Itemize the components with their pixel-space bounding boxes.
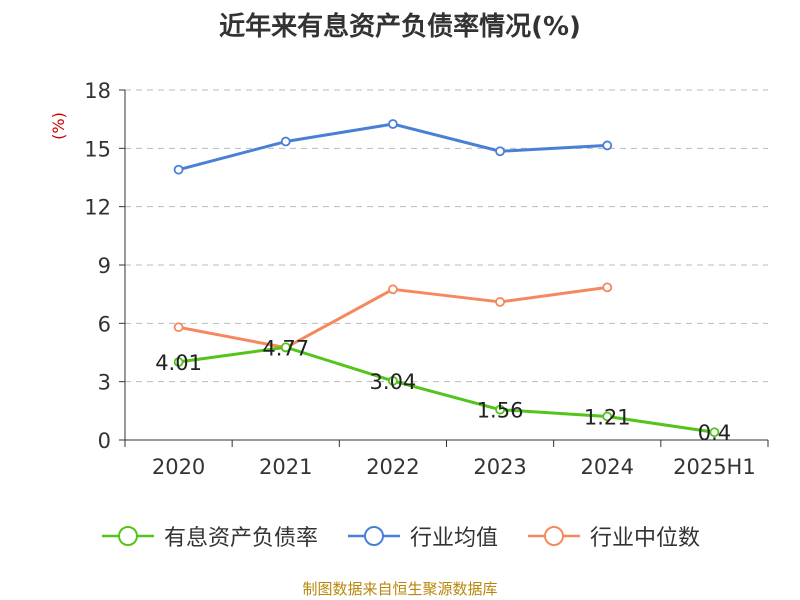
data-label: 1.56 xyxy=(477,399,524,423)
legend-marker-orange-icon xyxy=(528,526,580,546)
y-tick-label: 6 xyxy=(98,312,111,336)
series-layer xyxy=(173,119,720,438)
y-tick-label: 12 xyxy=(84,196,111,220)
data-point xyxy=(495,297,505,307)
data-point xyxy=(602,282,613,293)
data-label: 4.77 xyxy=(262,336,309,360)
chart-title: 近年来有息资产负债率情况(%) xyxy=(219,12,581,42)
x-tick-label: 2023 xyxy=(473,455,526,479)
y-tick-label: 18 xyxy=(84,79,111,103)
x-tick-label: 2022 xyxy=(366,455,419,479)
y-axis-label: (%) xyxy=(49,112,68,140)
legend-marker-green-icon xyxy=(101,526,154,546)
data-point xyxy=(280,136,291,147)
series-line xyxy=(178,345,715,434)
legend-label: 有息资产负债率 xyxy=(163,526,318,551)
data-point xyxy=(602,140,613,151)
data-label: 4.01 xyxy=(155,351,202,375)
data-point xyxy=(388,284,398,295)
legend-marker-blue-icon xyxy=(347,526,400,546)
grid-layer xyxy=(125,89,768,383)
x-tick-label: 2025H1 xyxy=(673,455,756,479)
data-label: 3.04 xyxy=(370,370,417,394)
data-point xyxy=(602,411,613,422)
data-point xyxy=(388,119,398,129)
y-tick-label: 3 xyxy=(98,371,111,395)
data-point xyxy=(173,322,184,333)
data-point xyxy=(173,357,184,367)
series-line xyxy=(178,122,608,172)
legend-label: 行业均值 xyxy=(409,526,498,551)
data-label: 1.21 xyxy=(584,405,631,429)
legend-item-industry-median[interactable]: 行业中位数 xyxy=(526,520,700,552)
legend: 有息资产负债率 行业均值 行业中位数 xyxy=(0,520,800,552)
y-tick-label: 0 xyxy=(98,429,111,453)
y-tick-label: 15 xyxy=(84,137,111,161)
legend-item-interest-bearing-debt-ratio[interactable]: 有息资产负债率 xyxy=(100,520,318,552)
legend-item-industry-average[interactable]: 行业均值 xyxy=(346,520,498,552)
series-line xyxy=(178,285,608,350)
data-point xyxy=(495,146,505,157)
data-point xyxy=(280,342,291,353)
label-layer: 4.01 4.77 3.04 1.56 1.21 0.4 xyxy=(155,336,731,445)
x-tick-label: 2020 xyxy=(152,455,205,479)
data-label: 0.4 xyxy=(698,421,731,445)
x-tick-label: 2024 xyxy=(581,455,634,479)
legend-label: 行业中位数 xyxy=(590,526,701,551)
axis-layer: 0 3 6 9 12 15 18 2020 2021 2022 2023 2024 2025H1 xyxy=(84,79,769,479)
data-point xyxy=(495,404,505,415)
x-tick-label: 2021 xyxy=(259,455,312,479)
data-point xyxy=(709,427,720,438)
data-point xyxy=(173,164,184,175)
y-tick-label: 9 xyxy=(98,254,111,278)
data-source-note: 制图数据来自恒生聚源数据库 xyxy=(302,580,498,598)
data-point xyxy=(388,375,398,386)
